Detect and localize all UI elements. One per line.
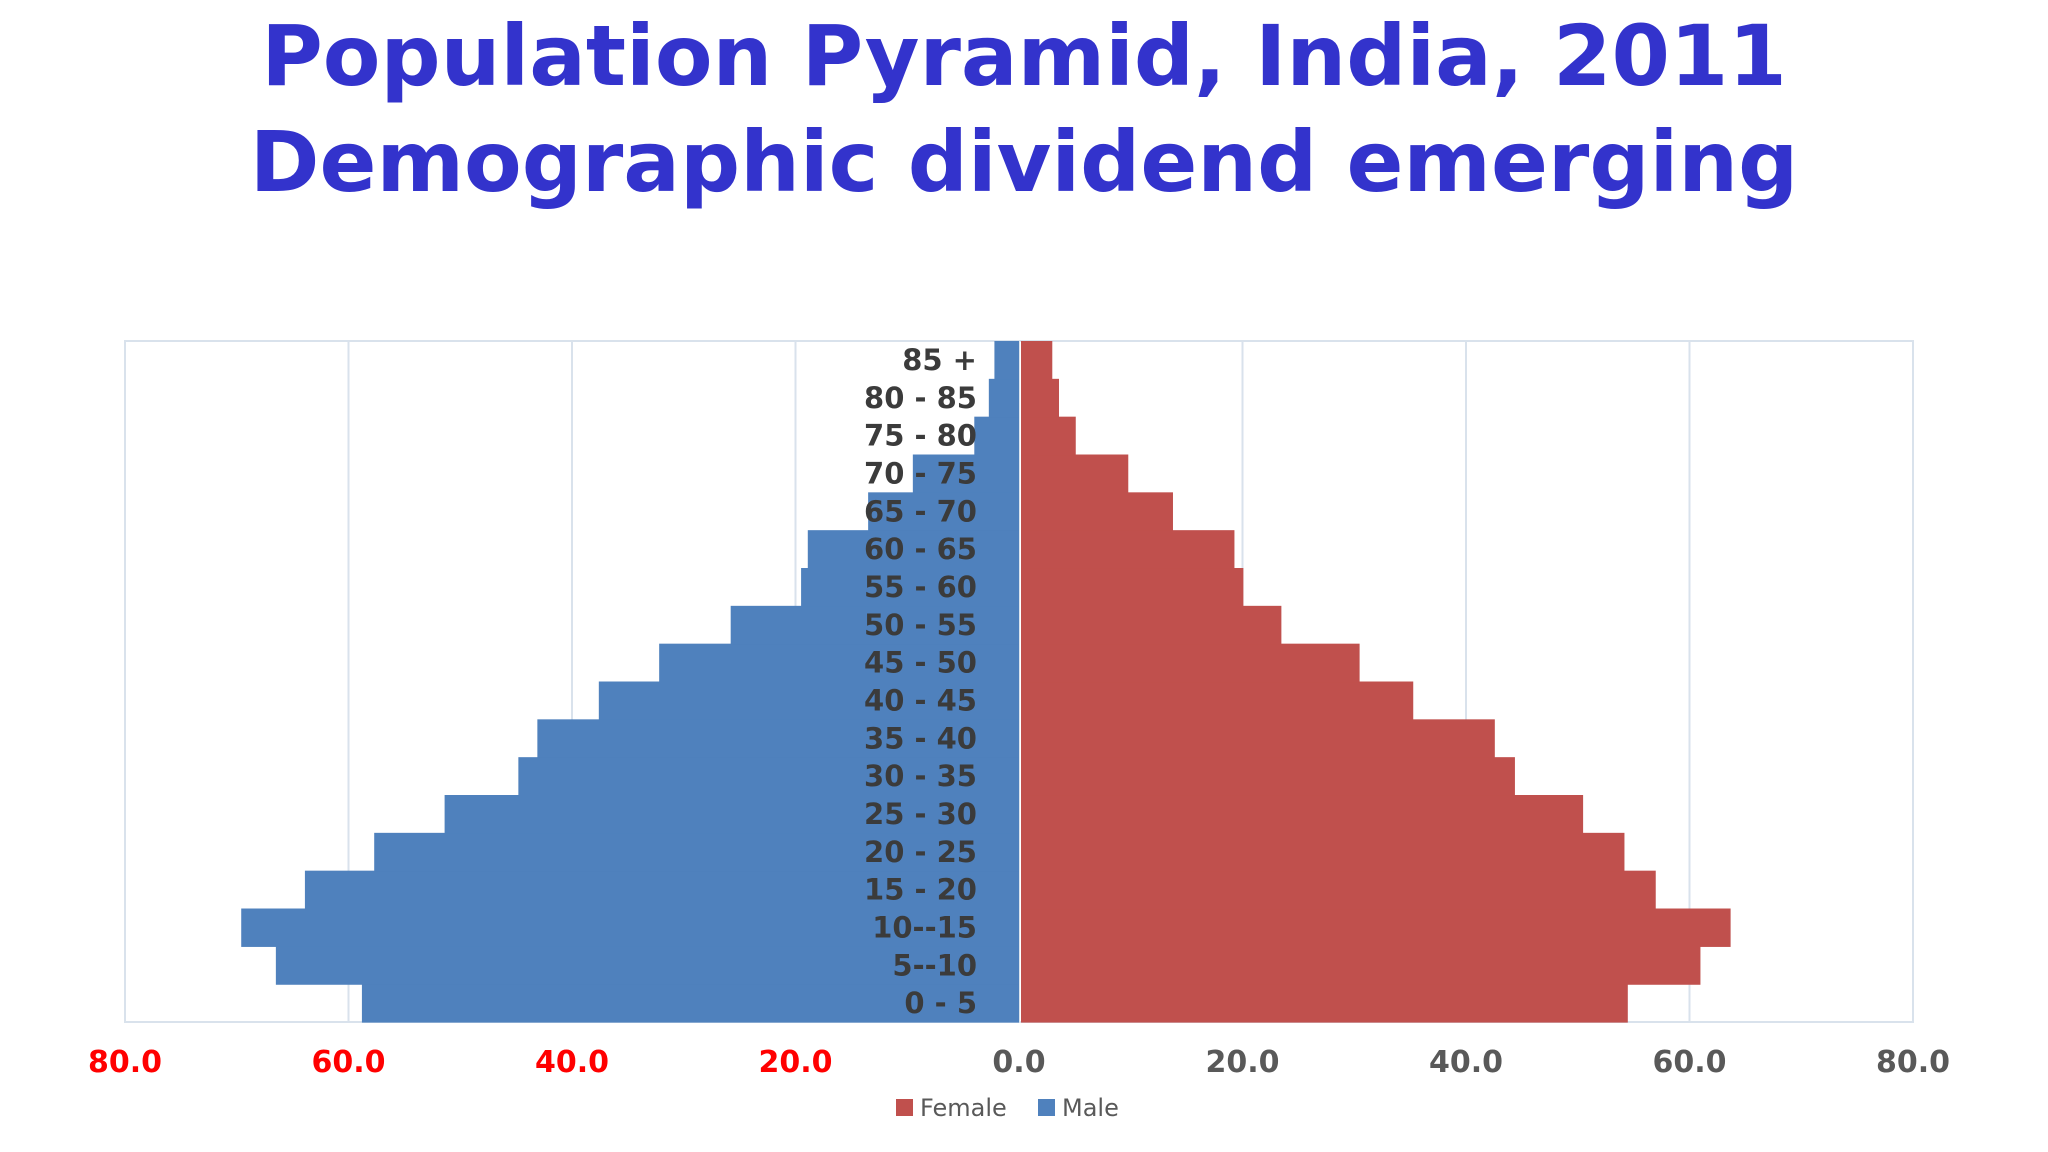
slide-title-line-1: Population Pyramid, India, 2011 xyxy=(261,7,1787,105)
x-tick-label: 80.0 xyxy=(88,1045,162,1080)
age-group-label: 10--15 xyxy=(872,910,977,944)
age-group-label: 45 - 50 xyxy=(864,646,977,680)
age-group-label: 65 - 70 xyxy=(864,494,977,528)
legend-label-female: Female xyxy=(920,1094,1007,1122)
age-group-label: 40 - 45 xyxy=(864,683,977,717)
bar-female xyxy=(1021,984,1628,1023)
bar-female xyxy=(1021,946,1701,985)
x-tick-label: 40.0 xyxy=(1429,1045,1503,1080)
bar-male xyxy=(801,568,1019,607)
bar-female xyxy=(1021,870,1656,910)
bar-female xyxy=(1021,378,1059,418)
slide-title-line-2: Demographic dividend emerging xyxy=(249,113,1799,211)
bar-male xyxy=(361,984,1019,1023)
bar-female xyxy=(1021,757,1515,796)
bar-male xyxy=(275,946,1019,985)
bar-male xyxy=(598,681,1019,720)
x-tick-label: 0.0 xyxy=(992,1045,1045,1080)
bar-male xyxy=(974,416,1019,456)
bar-female xyxy=(1021,795,1584,834)
x-tick-label: 40.0 xyxy=(535,1045,609,1080)
age-group-label: 70 - 75 xyxy=(864,456,977,490)
bar-male xyxy=(807,530,1019,569)
legend-swatch-female xyxy=(896,1099,913,1116)
bar-male xyxy=(444,795,1020,834)
legend-swatch-male xyxy=(1038,1099,1055,1116)
bar-female xyxy=(1021,681,1414,720)
bar-female xyxy=(1021,341,1053,380)
age-group-label: 60 - 65 xyxy=(864,532,977,566)
x-tick-label: 20.0 xyxy=(1205,1045,1279,1080)
age-group-label: 85 + xyxy=(902,343,977,377)
legend-label-male: Male xyxy=(1062,1094,1119,1122)
bar-male xyxy=(374,832,1019,872)
bar-male xyxy=(518,757,1019,796)
bar-female xyxy=(1021,416,1076,456)
bar-male xyxy=(537,719,1019,758)
x-tick-label: 60.0 xyxy=(1652,1045,1726,1080)
bar-female xyxy=(1021,454,1129,493)
bar-female xyxy=(1021,492,1173,531)
bar-male xyxy=(988,378,1019,418)
bar-male xyxy=(730,605,1019,645)
bar-female xyxy=(1021,530,1235,569)
bar-female xyxy=(1021,719,1495,758)
bar-female xyxy=(1021,832,1625,872)
bar-male xyxy=(994,341,1019,380)
bar-female xyxy=(1021,568,1244,607)
age-group-label: 35 - 40 xyxy=(864,721,977,755)
bar-male xyxy=(868,492,1019,531)
age-group-label: 50 - 55 xyxy=(864,608,977,642)
age-group-label: 15 - 20 xyxy=(864,873,977,907)
age-group-label: 5--10 xyxy=(892,948,977,982)
bar-male xyxy=(241,908,1020,947)
age-group-label: 75 - 80 xyxy=(864,419,977,453)
age-group-label: 30 - 35 xyxy=(864,759,977,793)
bar-female xyxy=(1021,605,1282,645)
age-group-label: 80 - 85 xyxy=(864,381,977,415)
age-group-label: 55 - 60 xyxy=(864,570,977,604)
bar-female xyxy=(1021,643,1360,683)
age-group-label: 25 - 30 xyxy=(864,797,977,831)
x-tick-label: 60.0 xyxy=(311,1045,385,1080)
bar-male xyxy=(912,454,1019,493)
age-group-label: 20 - 25 xyxy=(864,835,977,869)
bar-male xyxy=(659,643,1019,683)
bar-male xyxy=(304,870,1020,910)
x-tick-label: 20.0 xyxy=(758,1045,832,1080)
x-tick-label: 80.0 xyxy=(1876,1045,1950,1080)
age-group-label: 0 - 5 xyxy=(904,986,977,1020)
bar-female xyxy=(1021,908,1731,947)
